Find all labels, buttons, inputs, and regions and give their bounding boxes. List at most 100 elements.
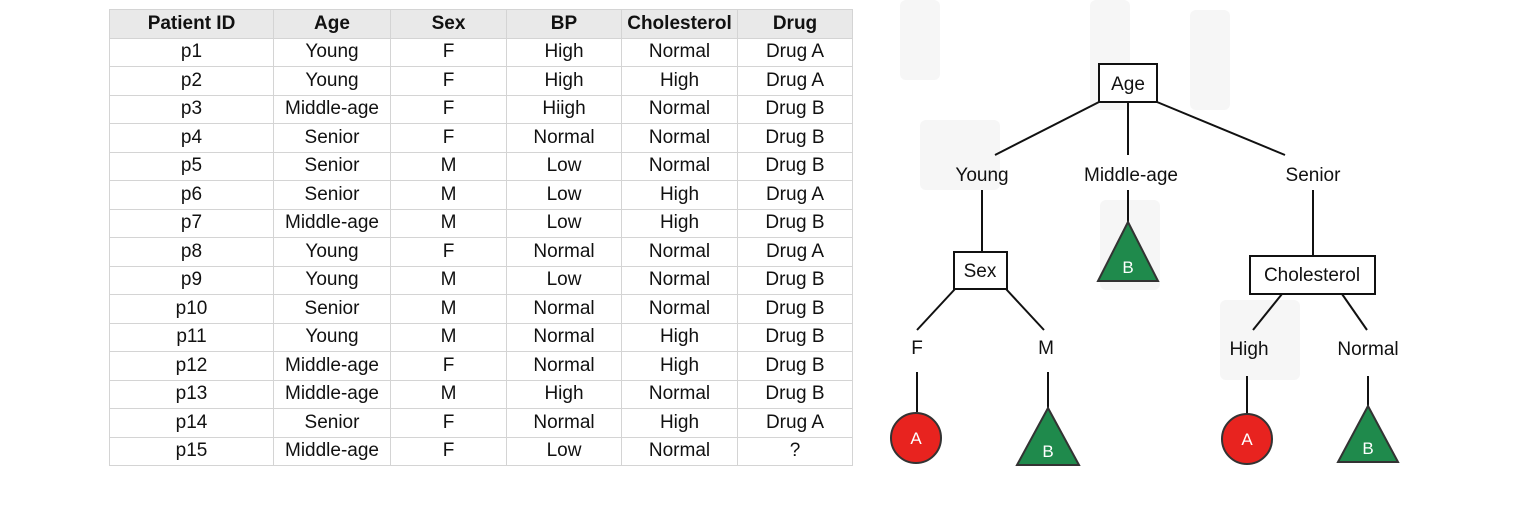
cell-bp: High <box>506 66 622 96</box>
column-header-age: Age <box>273 9 391 39</box>
cell-sex: F <box>390 123 507 153</box>
leaf-young-f-drug-a: A <box>890 412 942 464</box>
branch-label-m: M <box>1038 338 1054 359</box>
cell-patient-id: p3 <box>109 94 274 124</box>
table-row: p4 Senior F Normal Normal Drug B <box>109 123 853 153</box>
cell-drug: ? <box>737 436 853 466</box>
cell-patient-id: p11 <box>109 322 274 352</box>
drug-b-triangle-icon <box>1336 403 1400 463</box>
cell-drug: Drug B <box>737 379 853 409</box>
cholesterol-node-box <box>1249 255 1376 295</box>
cell-cholesterol: High <box>621 208 738 238</box>
drug-b-triangle-icon <box>1015 405 1081 466</box>
leaf-senior-normal-drug-b: B <box>1336 403 1400 463</box>
leaf-middle-age-drug-b: B <box>1096 219 1160 282</box>
table-row: p1 Young F High Normal Drug A <box>109 37 853 67</box>
cell-age: Senior <box>273 180 391 210</box>
cell-sex: F <box>390 66 507 96</box>
cell-age: Senior <box>273 408 391 438</box>
leaf-label-b: B <box>1122 258 1133 277</box>
cell-drug: Drug B <box>737 208 853 238</box>
tree-edges <box>916 101 1369 414</box>
cell-patient-id: p5 <box>109 151 274 181</box>
cell-age: Middle-age <box>273 94 391 124</box>
cell-cholesterol: High <box>621 351 738 381</box>
branch-label-normal: Normal <box>1337 339 1398 360</box>
cell-age: Young <box>273 237 391 267</box>
cell-bp: High <box>506 379 622 409</box>
age-root-label: Age <box>1111 74 1145 95</box>
cell-patient-id: p1 <box>109 37 274 67</box>
cell-drug: Drug A <box>737 237 853 267</box>
cell-cholesterol: Normal <box>621 436 738 466</box>
table-row: p11 Young M Normal High Drug B <box>109 322 853 352</box>
branch-label-f: F <box>911 338 923 359</box>
cell-bp: Low <box>506 180 622 210</box>
cell-sex: F <box>390 237 507 267</box>
table-row: p8 Young F Normal Normal Drug A <box>109 237 853 267</box>
sex-node-box <box>953 251 1008 290</box>
leaf-senior-high-drug-a: A <box>1221 413 1273 465</box>
cell-patient-id: p14 <box>109 408 274 438</box>
cell-patient-id: p13 <box>109 379 274 409</box>
cell-patient-id: p10 <box>109 294 274 324</box>
cell-cholesterol: High <box>621 66 738 96</box>
table-row: p15 Middle-age F Low Normal? <box>109 436 853 466</box>
cell-drug: Drug B <box>737 123 853 153</box>
table-row: p9 Young M Low Normal Drug B <box>109 265 853 295</box>
column-header-sex: Sex <box>390 9 507 39</box>
sex-node-label: Sex <box>964 261 997 282</box>
cell-bp: Normal <box>506 294 622 324</box>
cell-drug: Drug B <box>737 351 853 381</box>
leaf-label-a: A <box>1241 430 1253 449</box>
cell-patient-id: p6 <box>109 180 274 210</box>
leaf-label-a: A <box>910 429 922 448</box>
cell-cholesterol: Normal <box>621 37 738 67</box>
age-root-box <box>1098 63 1158 103</box>
drug-a-circle-icon <box>890 412 942 464</box>
cell-cholesterol: Normal <box>621 123 738 153</box>
cell-patient-id: p12 <box>109 351 274 381</box>
cell-sex: M <box>390 322 507 352</box>
cell-age: Young <box>273 322 391 352</box>
cell-age: Senior <box>273 123 391 153</box>
cell-drug: Drug B <box>737 151 853 181</box>
column-header-drug: Drug <box>737 9 853 39</box>
cell-patient-id: p4 <box>109 123 274 153</box>
cell-cholesterol: High <box>621 180 738 210</box>
branch-label-middle-age: Middle-age <box>1084 165 1178 186</box>
cell-cholesterol: High <box>621 408 738 438</box>
cell-patient-id: p9 <box>109 265 274 295</box>
table-row: p14 Senior F Normal High Drug A <box>109 408 853 438</box>
cell-age: Middle-age <box>273 351 391 381</box>
cell-age: Middle-age <box>273 379 391 409</box>
cholesterol-node: Cholesterol <box>1249 255 1376 295</box>
sex-node: Sex <box>953 251 1008 290</box>
leaf-label-b: B <box>1362 439 1373 458</box>
column-header-cholesterol: Cholesterol <box>621 9 738 39</box>
table-row: p13 Middle-age M High Normal Drug B <box>109 379 853 409</box>
table-header-row: Patient ID Age Sex BP Cholesterol Drug <box>109 9 853 39</box>
cell-drug: Drug B <box>737 294 853 324</box>
cell-sex: M <box>390 151 507 181</box>
table-row: p3 Middle-age F Hiigh Normal Drug B <box>109 94 853 124</box>
drug-a-circle-icon <box>1221 413 1273 465</box>
cholesterol-node-label: Cholesterol <box>1264 265 1360 286</box>
cell-bp: Low <box>506 436 622 466</box>
cell-cholesterol: Normal <box>621 237 738 267</box>
age-root-node: Age <box>1098 63 1158 103</box>
branch-label-high: High <box>1229 339 1268 360</box>
cell-cholesterol: Normal <box>621 379 738 409</box>
column-header-bp: BP <box>506 9 622 39</box>
cell-age: Middle-age <box>273 436 391 466</box>
branch-label-senior: Senior <box>1286 165 1342 186</box>
cell-bp: Normal <box>506 237 622 267</box>
table-row: p12 Middle-age F Normal High Drug B <box>109 351 853 381</box>
table-row: p10 Senior M Normal Normal Drug B <box>109 294 853 324</box>
cell-sex: F <box>390 351 507 381</box>
cell-age: Senior <box>273 294 391 324</box>
branch-label-young: Young <box>955 165 1008 186</box>
leaf-young-m-drug-b: B <box>1015 405 1081 466</box>
table-row: p6 Senior M Low High Drug A <box>109 180 853 210</box>
